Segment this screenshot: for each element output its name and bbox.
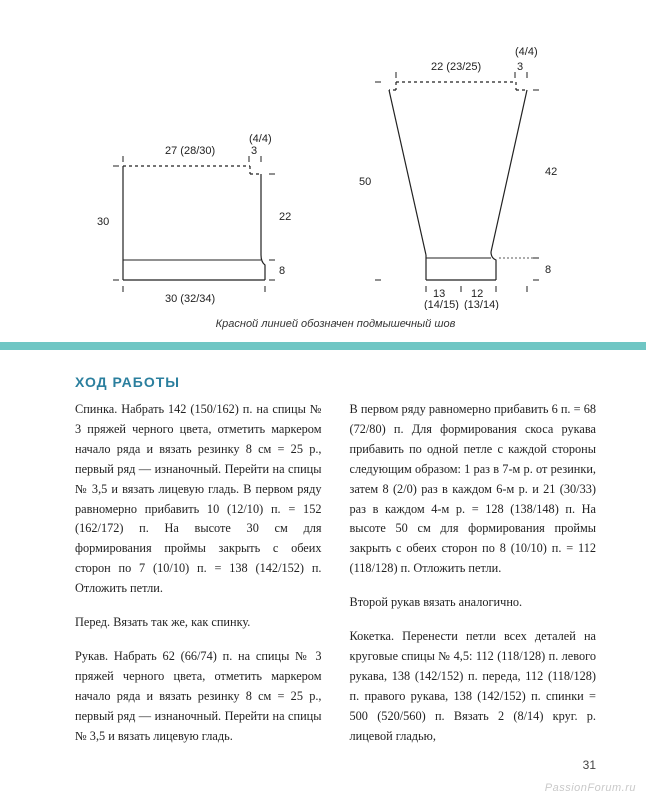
divider-bar (0, 342, 646, 350)
dim-right-lower: 8 (279, 265, 285, 277)
diagram-caption: Красной линией обозначен подмышечный шов (75, 318, 596, 330)
dim-top-side-lower: 3 (251, 145, 257, 157)
dim-right-upper: 42 (545, 166, 557, 178)
dim-left-height: 50 (359, 176, 371, 188)
column-right: В первом ряду равномерно прибавить 6 п. … (350, 400, 597, 761)
column-left: Спинка. Набрать 142 (150/162) п. на спиц… (75, 400, 322, 761)
section-heading: ХОД РАБОТЫ (75, 374, 596, 390)
diagram-body: 27 (28/30) (4/4) 3 30 22 8 30 (32/34) (85, 110, 310, 310)
para: Спинка. Набрать 142 (150/162) п. на спиц… (75, 400, 322, 599)
body-text: Спинка. Набрать 142 (150/162) п. на спиц… (75, 400, 596, 761)
dim-left-height: 30 (97, 216, 109, 228)
dim-top-side-lower: 3 (517, 61, 523, 73)
dim-bottom-right-b: (13/14) (464, 299, 499, 310)
watermark: PassionForum.ru (545, 782, 636, 794)
dim-bottom-width: 30 (32/34) (165, 293, 215, 305)
para: Перед. Вязать так же, как спинку. (75, 613, 322, 633)
dim-bottom-left-b: (14/15) (424, 299, 459, 310)
para: Кокетка. Перенести петли всех деталей на… (350, 627, 597, 746)
para: В первом ряду равномерно прибавить 6 п. … (350, 400, 597, 579)
para: Второй рукав вязать аналогично. (350, 593, 597, 613)
dim-top-width: 27 (28/30) (165, 145, 215, 157)
diagram-sleeve: 22 (23/25) (4/4) 3 50 42 8 13 (14/15) 12… (351, 40, 586, 310)
dim-right-lower: 8 (545, 264, 551, 276)
dim-top-side-upper: (4/4) (249, 133, 272, 145)
dim-top-side-upper: (4/4) (515, 46, 538, 58)
page-number: 31 (583, 758, 596, 772)
para: Рукав. Набрать 62 (66/74) п. на спицы № … (75, 647, 322, 747)
dim-top-width: 22 (23/25) (431, 61, 481, 73)
dim-right-upper: 22 (279, 211, 291, 223)
schematic-diagrams: 27 (28/30) (4/4) 3 30 22 8 30 (32/34) (75, 30, 596, 310)
